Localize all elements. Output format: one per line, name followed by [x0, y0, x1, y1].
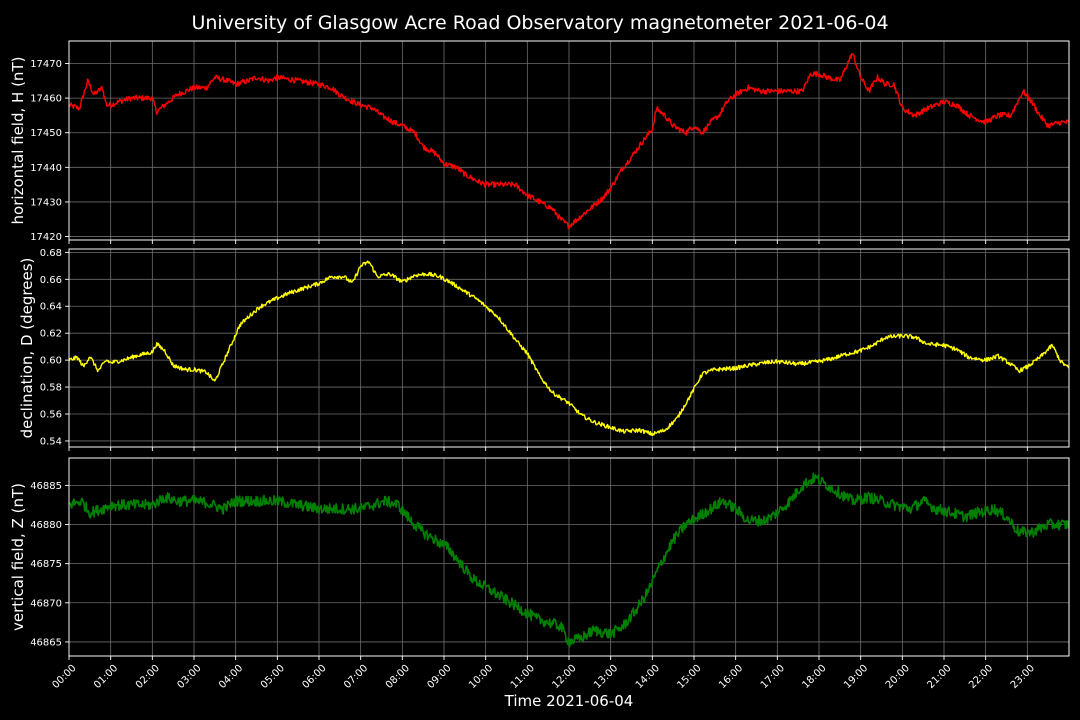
x-tick-label: 11:00	[509, 663, 537, 691]
x-tick-label: 04:00	[217, 663, 245, 691]
y-axis-label: declination, D (degrees)	[18, 258, 36, 439]
y-tick-label: 46880	[30, 520, 62, 531]
x-tick-label: 13:00	[592, 663, 620, 691]
x-tick-label: 19:00	[842, 663, 870, 691]
y-tick-label: 0.68	[40, 248, 62, 259]
y-tick-label: 46875	[30, 559, 62, 570]
y-tick-label: 17430	[30, 197, 62, 208]
panel-border	[68, 457, 1070, 657]
y-tick-label: 0.60	[40, 356, 62, 367]
x-tick-label: 21:00	[925, 663, 953, 691]
x-tick-label: 20:00	[884, 663, 912, 691]
y-tick-label: 46885	[30, 481, 62, 492]
x-tick-label: 00:00	[50, 663, 78, 691]
x-tick-label: 23:00	[1009, 663, 1037, 691]
x-tick-label: 22:00	[967, 663, 995, 691]
panel-border	[68, 40, 1070, 241]
x-axis-label: Time 2021-06-04	[504, 692, 634, 710]
x-tick-label: 15:00	[675, 663, 703, 691]
x-tick-label: 07:00	[342, 663, 370, 691]
x-tick-label: 17:00	[759, 663, 787, 691]
chart-panels: 17420 17430 17440 17450 17460 17470horizontal…	[9, 40, 1070, 691]
x-tick-label: 14:00	[634, 663, 662, 691]
y-tick-label: 17450	[30, 128, 62, 139]
chart-title: University of Glasgow Acre Road Observat…	[191, 12, 888, 34]
x-tick-label: 12:00	[550, 663, 578, 691]
panel-1: 17420 17430 17440 17450 17460 17470horizontal…	[9, 40, 1070, 244]
y-tick-label: 0.62	[40, 329, 62, 340]
x-tick-label: 18:00	[800, 663, 828, 691]
panel-2: 0.54 0.56 0.58 0.60 0.62 0.64 0.66 0.68 declinat…	[18, 248, 1070, 451]
y-tick-label: 17470	[30, 59, 62, 70]
series-line	[68, 260, 1070, 436]
x-tick-label: 09:00	[425, 663, 453, 691]
x-tick-label: 05:00	[259, 663, 287, 691]
y-axis-label: horizontal field, H (nT)	[9, 57, 27, 225]
y-tick-label: 46865	[30, 637, 62, 648]
y-tick-label: 0.64	[40, 302, 62, 313]
y-tick-label: 46870	[30, 598, 62, 609]
y-tick-label: 0.66	[40, 275, 62, 286]
x-tick-label: 10:00	[467, 663, 495, 691]
y-tick-label: 0.54	[40, 436, 62, 447]
x-tick-label: 01:00	[92, 663, 120, 691]
series-line	[68, 472, 1070, 648]
y-axis-label: vertical field, Z (nT)	[9, 483, 27, 631]
x-tick-label: 02:00	[134, 663, 162, 691]
y-tick-label: 0.56	[40, 410, 62, 421]
x-tick-label: 16:00	[717, 663, 745, 691]
y-tick-label: 17420	[30, 232, 62, 243]
x-tick-labels: 00:00 01:00 02:00 03:00 04:00 05:00 06:00 07:00…	[50, 663, 1036, 691]
y-tick-label: 17460	[30, 94, 62, 105]
x-tick-label: 03:00	[175, 663, 203, 691]
panel-border	[68, 248, 1070, 448]
x-tick-label: 06:00	[300, 663, 328, 691]
series-line	[68, 52, 1070, 230]
y-tick-label: 17440	[30, 163, 62, 174]
x-tick-label: 08:00	[384, 663, 412, 691]
y-tick-label: 0.58	[40, 383, 62, 394]
